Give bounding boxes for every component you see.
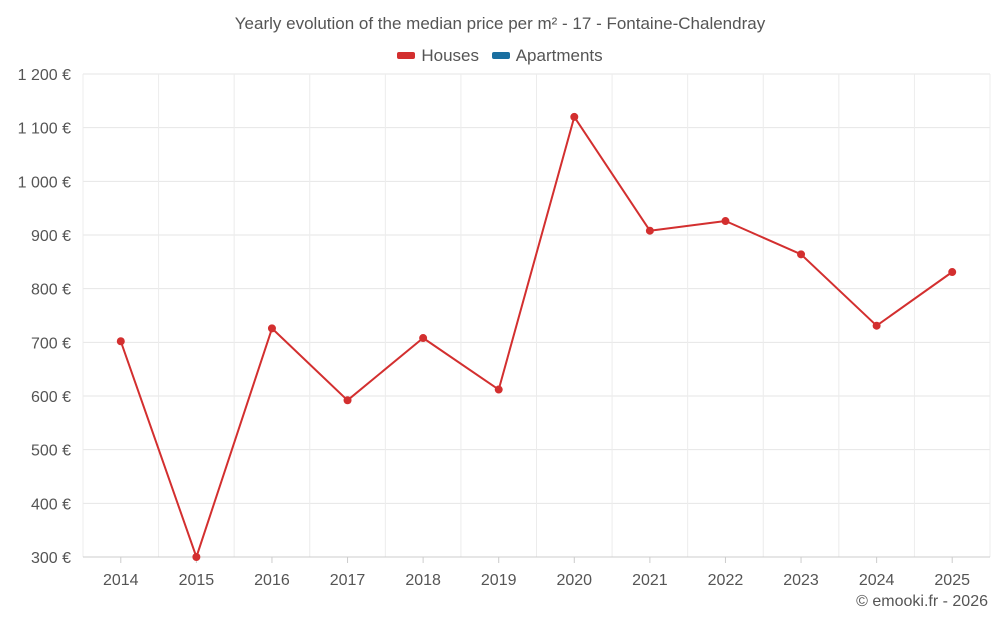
data-point-2018 <box>419 334 428 343</box>
x-tick-label: 2023 <box>783 572 819 589</box>
y-tick-label: 1 000 € <box>18 174 71 191</box>
y-tick-label: 900 € <box>31 228 71 245</box>
x-tick-label: 2024 <box>859 572 895 589</box>
y-tick-label: 600 € <box>31 389 71 406</box>
chart-title: Yearly evolution of the median price per… <box>234 14 766 33</box>
legend-item-houses[interactable]: Houses <box>397 46 479 66</box>
axes: 300 € 400 € 500 € 600 € 700 € 800 € 900 € 1 000… <box>18 67 990 589</box>
y-tick-label: 500 € <box>31 443 71 460</box>
x-tick-label: 2016 <box>254 572 290 589</box>
legend: Houses Apartments <box>0 44 1000 66</box>
data-point-2017 <box>343 396 352 405</box>
x-tick-label: 2018 <box>405 572 441 589</box>
y-tick-label: 1 200 € <box>18 67 71 84</box>
data-point-2016 <box>267 324 276 333</box>
data-point-2022 <box>721 217 730 226</box>
y-tick-label: 800 € <box>31 282 71 299</box>
x-tick-label: 2017 <box>330 572 366 589</box>
x-tick-label: 2025 <box>934 572 970 589</box>
x-tick-label: 2015 <box>179 572 215 589</box>
series <box>116 112 957 561</box>
x-tick-label: 2020 <box>556 572 592 589</box>
data-point-2021 <box>645 226 654 235</box>
data-point-2023 <box>797 250 806 259</box>
grid <box>82 73 991 558</box>
data-point-2019 <box>494 385 503 394</box>
y-tick-label: 1 100 € <box>18 121 71 138</box>
data-point-2024 <box>872 321 881 330</box>
x-tick-label: 2022 <box>708 572 744 589</box>
y-tick-label: 300 € <box>31 550 71 567</box>
copyright-text: © emooki.fr - 2026 <box>856 593 988 610</box>
data-point-2020 <box>570 112 579 121</box>
legend-swatch-apartments <box>491 52 510 59</box>
x-tick-label: 2014 <box>103 572 139 589</box>
legend-label-apartments: Apartments <box>515 45 603 65</box>
y-tick-label: 700 € <box>31 335 71 352</box>
legend-label-houses: Houses <box>421 45 479 65</box>
data-point-2014 <box>116 337 125 346</box>
data-point-2025 <box>948 268 957 277</box>
legend-swatch-houses <box>397 52 416 59</box>
legend-item-apartments[interactable]: Apartments <box>491 45 603 66</box>
x-tick-label: 2021 <box>632 572 668 589</box>
data-point-2015 <box>192 553 201 561</box>
series-line-houses <box>119 115 953 558</box>
y-tick-label: 400 € <box>31 496 71 513</box>
x-tick-label: 2019 <box>481 572 517 589</box>
